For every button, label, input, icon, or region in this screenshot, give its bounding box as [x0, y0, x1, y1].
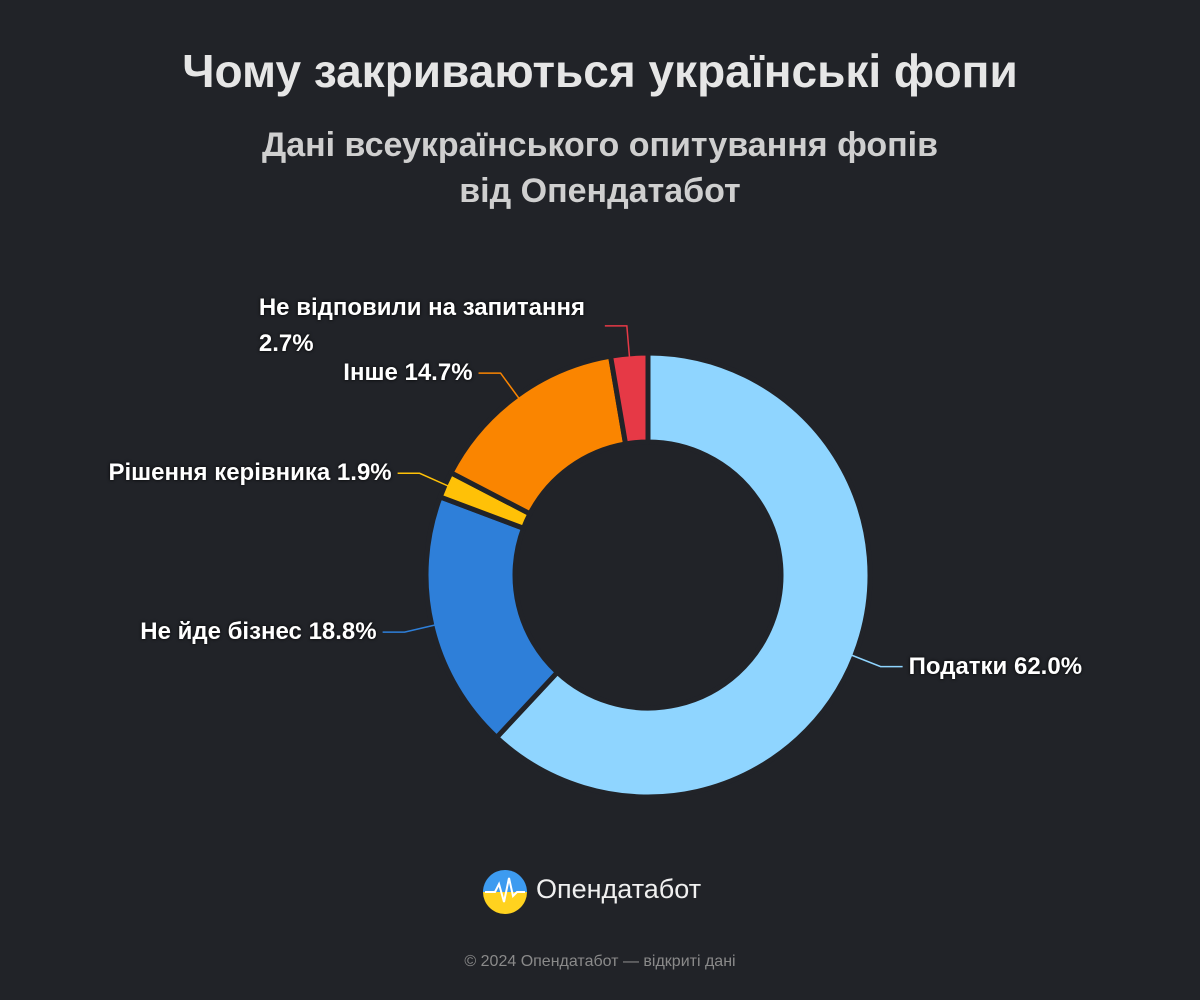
logo-icon — [483, 870, 527, 914]
label-category: Інше — [343, 359, 398, 387]
chart-subtitle: Дані всеукраїнського опитування фопів ві… — [261, 126, 939, 210]
leader-line — [478, 372, 522, 402]
label-category: Рішення керівника — [108, 459, 331, 487]
leader-line — [382, 623, 438, 633]
data-label: Інше 14.7% — [343, 355, 472, 391]
data-label: Не відповили на запитання 2.7% — [259, 290, 599, 362]
label-value: 62.0% — [1013, 652, 1083, 680]
leader-line — [848, 653, 903, 668]
label-value: 14.7% — [404, 359, 473, 387]
label-category: Податки — [908, 652, 1008, 680]
label-value: 18.8% — [308, 618, 377, 646]
footer: © 2024 Опендатабот — відкриті дані — [464, 953, 736, 970]
leader-line — [604, 325, 631, 360]
label-value: 2.7% — [258, 329, 314, 357]
chart-title: Чому закриваються українські фопи — [182, 45, 1018, 97]
donut-segment — [494, 350, 873, 800]
data-label: Податки 62.0% — [909, 649, 1082, 685]
data-label: Не йде бізнес 18.8% — [140, 614, 376, 650]
donut-segment — [608, 350, 651, 447]
logo-text: Опендатабот — [536, 874, 702, 904]
label-category: Не йде бізнес — [140, 618, 302, 646]
leader-line — [397, 472, 451, 488]
label-value: 1.9% — [336, 459, 392, 487]
data-label: Рішення керівника 1.9% — [109, 455, 392, 491]
logo-pulse — [485, 877, 525, 903]
label-category: Не відповили на запитання — [258, 293, 585, 321]
donut-segment — [423, 494, 560, 740]
